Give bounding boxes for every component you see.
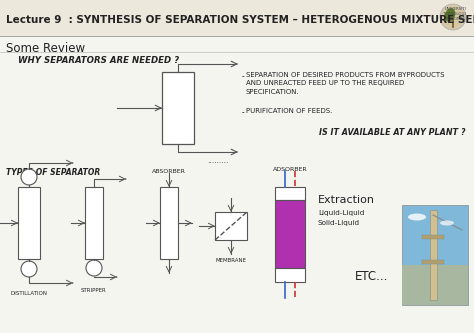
Ellipse shape <box>440 220 454 225</box>
Text: ETC...: ETC... <box>355 270 388 283</box>
Circle shape <box>21 169 37 185</box>
Circle shape <box>86 260 102 276</box>
Text: .........: ......... <box>207 156 228 165</box>
Text: PURIFICATION OF FEEDS.: PURIFICATION OF FEEDS. <box>246 108 332 114</box>
Text: DISTILLATION: DISTILLATION <box>10 291 47 296</box>
Text: WHY SEPARATORS ARE NEEDED ?: WHY SEPARATORS ARE NEEDED ? <box>18 56 179 65</box>
Bar <box>422 235 444 239</box>
Text: STRIPPER: STRIPPER <box>81 288 107 293</box>
Text: Liquid-Liquid: Liquid-Liquid <box>318 210 365 216</box>
Text: -: - <box>242 72 245 81</box>
Bar <box>422 260 444 264</box>
Text: IS IT AVAILABLE AT ANY PLANT ?: IS IT AVAILABLE AT ANY PLANT ? <box>319 128 466 137</box>
Bar <box>275 268 305 282</box>
Bar <box>0 0 474 36</box>
Text: Solid-Liquid: Solid-Liquid <box>318 220 360 226</box>
Text: MEMBRANE: MEMBRANE <box>216 258 246 263</box>
Ellipse shape <box>408 213 426 220</box>
Bar <box>402 205 468 305</box>
Circle shape <box>21 261 37 277</box>
Bar <box>18 187 40 259</box>
Bar <box>430 210 437 300</box>
Text: -: - <box>242 108 245 117</box>
Ellipse shape <box>445 8 455 22</box>
Bar <box>160 187 178 259</box>
Text: Some Review: Some Review <box>6 42 85 55</box>
Text: Lecture 9  : SYNTHESIS OF SEPARATION SYSTEM – HETEROGENOUS MIXTURE SEPARATION: Lecture 9 : SYNTHESIS OF SEPARATION SYST… <box>6 15 474 25</box>
Circle shape <box>440 4 466 30</box>
Text: SEPARATION OF DESIRED PRODUCTS FROM BYPRODUCTS
AND UNREACTED FEED UP TO THE REQU: SEPARATION OF DESIRED PRODUCTS FROM BYPR… <box>246 72 445 95</box>
Text: ABSORBER: ABSORBER <box>152 169 186 174</box>
Text: Extraction: Extraction <box>318 195 375 205</box>
Text: ADSORBER: ADSORBER <box>273 167 307 172</box>
Bar <box>275 200 305 268</box>
Bar <box>215 212 247 240</box>
Bar <box>85 187 103 259</box>
Text: UNIVERSITI
TEKNOLOGI
PETRONAS: UNIVERSITI TEKNOLOGI PETRONAS <box>443 7 466 21</box>
Bar <box>402 265 468 305</box>
Bar <box>275 187 305 200</box>
Bar <box>162 72 194 144</box>
Text: TYPES OF SEPARATOR: TYPES OF SEPARATOR <box>6 168 100 177</box>
